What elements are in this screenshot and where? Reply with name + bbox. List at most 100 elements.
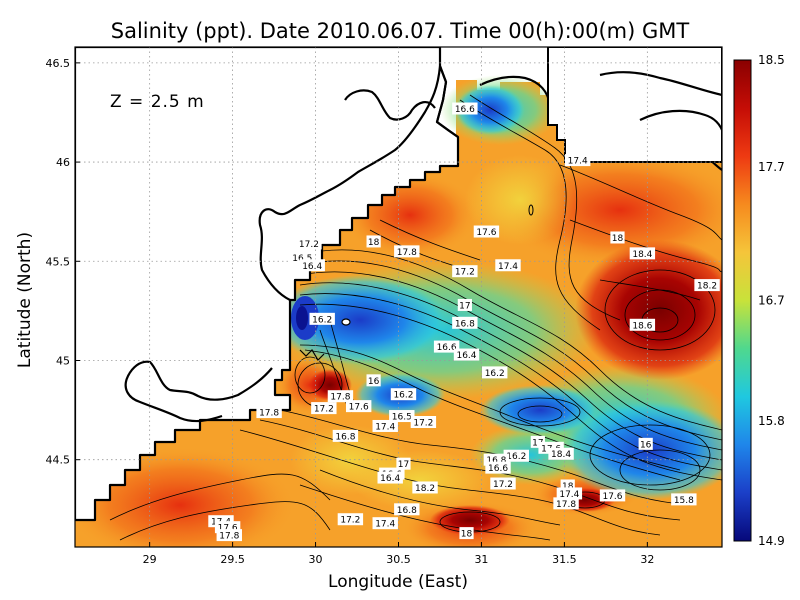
- contour-label-text: 17.8: [397, 248, 417, 258]
- contour-label-text: 16.4: [302, 262, 322, 272]
- contour-label-text: 17.4: [498, 262, 518, 272]
- x-axis-title: Longitude (East): [328, 572, 468, 592]
- contour-label: 17.4: [495, 259, 521, 272]
- contour-label-text: 16.6: [437, 343, 457, 353]
- contour-label: 17.8: [327, 390, 354, 403]
- contour-label: 17.6: [473, 225, 500, 238]
- contour-label-bg: [610, 231, 625, 244]
- contour-label-bg: [433, 340, 460, 353]
- contour-label-bg: [332, 429, 359, 442]
- contour-label-text: 17.8: [556, 500, 576, 510]
- contour-label-bg: [548, 447, 574, 460]
- contour-label-bg: [556, 487, 583, 500]
- contour-label: 17.2: [311, 402, 337, 415]
- contour-label: 17.2: [337, 513, 364, 526]
- y-tick-label: 46: [56, 156, 70, 169]
- contour-label-bg: [256, 406, 282, 419]
- contour-label-text: 16.2: [312, 315, 332, 325]
- contour-label-text: 16.2: [506, 452, 526, 462]
- contour-label: 16.5: [289, 251, 315, 264]
- contour-label-text: 16.6: [488, 464, 508, 474]
- contour-label: 16.8: [332, 429, 359, 442]
- contour-label-bg: [372, 517, 398, 530]
- contour-label-text: 17: [532, 438, 543, 448]
- contour-label: 16.2: [390, 388, 417, 401]
- contour-label-bg: [452, 316, 478, 329]
- salinity-features: [75, 75, 722, 547]
- contour-label: 16.2: [309, 312, 335, 325]
- contour-label-bg: [299, 259, 325, 272]
- colorbar-tick-label: 17.7: [758, 160, 785, 174]
- contour-label: 17.8: [256, 406, 282, 419]
- chart-title: Salinity (ppt). Date 2010.06.07. Time 00…: [111, 19, 690, 43]
- contour-label-text: 18.2: [697, 282, 717, 292]
- contour-label-bg: [396, 457, 411, 470]
- x-tick-label: 29.5: [220, 553, 245, 566]
- contour-label-bg: [694, 279, 720, 292]
- y-tick-label: 45.5: [46, 255, 71, 268]
- contour-label-text: 16: [640, 440, 652, 450]
- y-tick-label: 46.5: [46, 57, 71, 70]
- contour-label-text: 18: [612, 234, 624, 244]
- contour-label: 17: [457, 298, 472, 311]
- contour-label-bg: [564, 154, 591, 167]
- contour-label-text: 16.4: [380, 474, 400, 484]
- contour-label-bg: [296, 237, 322, 250]
- contour-label: 16.4: [453, 348, 480, 361]
- contour-label-text: 18: [368, 238, 380, 248]
- contour-label: 16.4: [377, 471, 403, 484]
- contour-label-text: 16.8: [486, 456, 506, 466]
- contour-label-bg: [394, 503, 420, 516]
- contour-label-bg: [366, 235, 381, 248]
- depth-annotation: Z = 2.5 m: [110, 92, 205, 112]
- x-axis-ticks: 29 29.5 30 30.5 31 31.5 32: [143, 542, 654, 566]
- contour-label-bg: [599, 489, 626, 502]
- contour-label-bg: [410, 416, 437, 428]
- contour-label-text: 17.4: [559, 490, 579, 500]
- contour-label-text: 16.8: [397, 506, 417, 516]
- contour-label-bg: [390, 388, 417, 401]
- contour-label-text: 17: [459, 301, 470, 311]
- contour-label: 17.8: [394, 245, 420, 258]
- contour-label-bg: [377, 471, 403, 484]
- contour-label-text: 17.6: [476, 228, 496, 238]
- contour-label-bg: [638, 437, 653, 450]
- contour-label: 17.2: [490, 477, 516, 490]
- contour-label-text: 16.5: [392, 413, 412, 423]
- contour-label-text: 17.2: [493, 480, 513, 490]
- contour-label-text: 17.6: [218, 524, 238, 534]
- contour-label-bg: [482, 366, 508, 379]
- contour-label-text: 17.4: [568, 157, 588, 167]
- contour-label: 15.8: [671, 493, 697, 506]
- contour-label-text: 17.2: [413, 419, 433, 429]
- contour-label-text: 16.5: [292, 254, 312, 264]
- contour-label-text: 18.4: [632, 250, 652, 260]
- contour-label-bg: [553, 497, 579, 510]
- contour-label: 16.2: [503, 449, 529, 462]
- contour-label-bg: [671, 493, 697, 506]
- contour-label-bg: [459, 527, 474, 540]
- contour-lines: [109, 94, 722, 541]
- contour-label: 17.8: [216, 529, 242, 542]
- colorbar-tick-label: 14.9: [758, 534, 785, 548]
- contour-label-bg: [337, 513, 364, 526]
- contour-label-bg: [389, 410, 415, 423]
- x-tick-label: 29: [143, 553, 157, 566]
- contour-label: 17.4: [372, 419, 398, 432]
- y-axis-ticks: 44.5 45 45.5 46 46.5: [46, 57, 80, 467]
- contour-label-text: 18: [461, 530, 473, 540]
- contour-label: 18.2: [412, 481, 438, 494]
- contour-labels: 16.617.417.617.2 1817.816.516.417.217.418…: [208, 102, 720, 542]
- contour-label-text: 18.6: [632, 321, 652, 331]
- x-tick-label: 32: [640, 553, 654, 566]
- contour-label-bg: [503, 449, 529, 462]
- colorbar: 18.5 17.7 16.7 15.8 14.9: [733, 53, 785, 548]
- contour-label: 17.4: [564, 154, 591, 167]
- contour-label-text: 16.6: [455, 105, 475, 115]
- contour-label: 17.4: [372, 517, 398, 530]
- contour-label-bg: [490, 477, 516, 490]
- x-tick-label: 30: [309, 553, 323, 566]
- contour-label-bg: [289, 251, 315, 264]
- contour-label: 16.4: [299, 259, 325, 272]
- contour-label: 18.2: [694, 279, 720, 292]
